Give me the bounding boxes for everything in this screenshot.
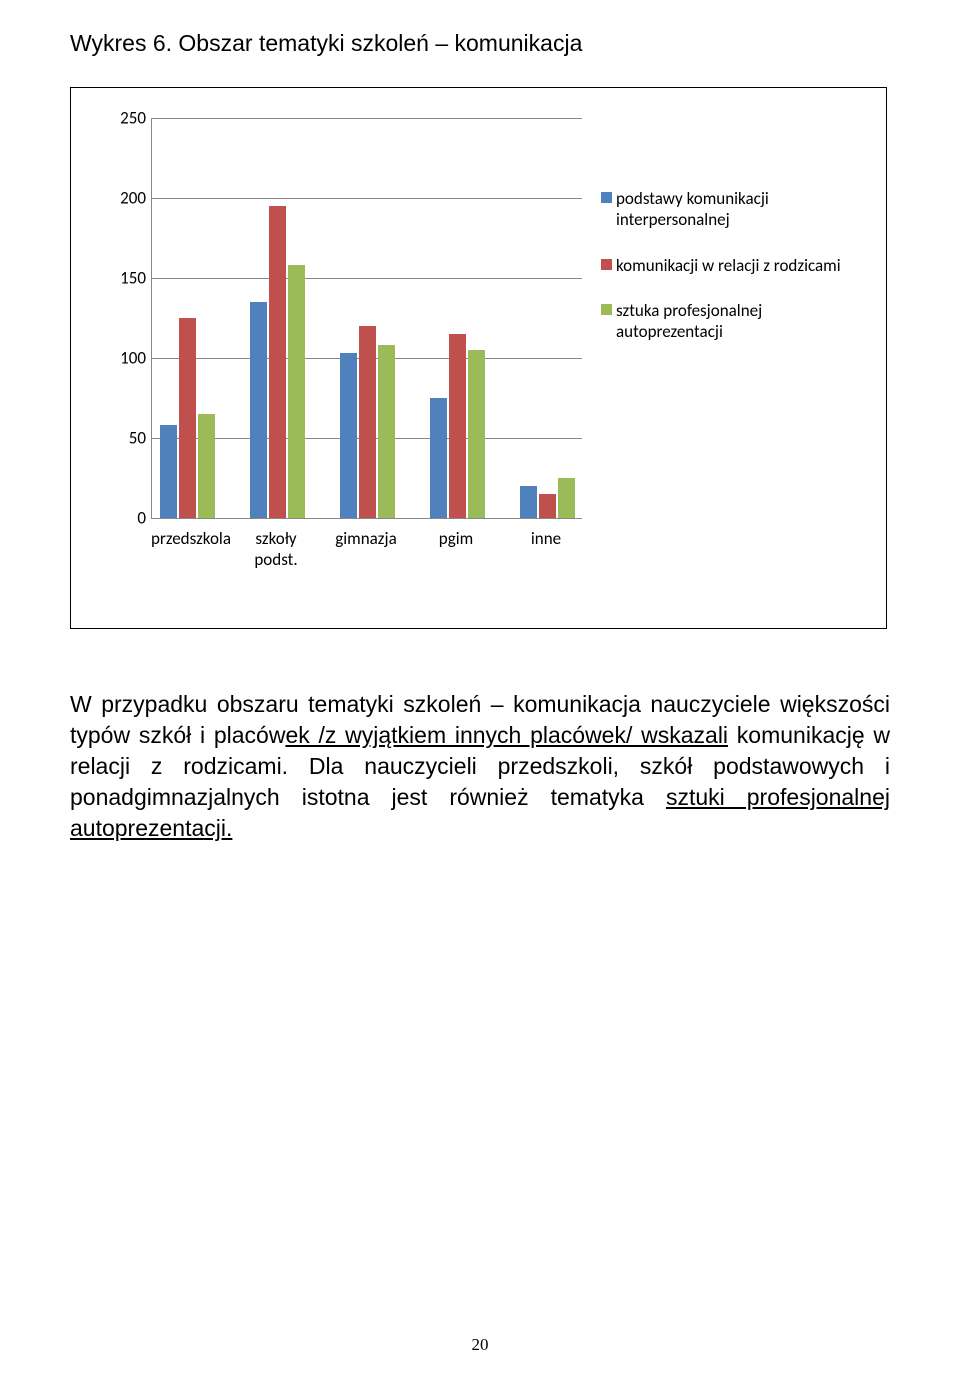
y-tick-label: 0 [101,508,146,529]
legend-item: sztuka profesjonalnej autoprezentacji [601,300,851,343]
bar [449,334,466,518]
bar [430,398,447,518]
gridline [152,278,582,279]
x-tick-label: przedszkola [151,528,221,549]
legend-label: komunikacji w relacji z rodzicami [616,255,841,276]
bar [269,206,286,518]
text-underlined: ek /z wyjątkiem innych placówek/ wskazal… [285,722,728,748]
bar [520,486,537,518]
y-tick-label: 150 [101,268,146,289]
legend-item: podstawy komunikacji interpersonalnej [601,188,851,231]
page: Wykres 6. Obszar tematyki szkoleń – komu… [0,0,960,1385]
x-tick-label: szkołypodst. [241,528,311,570]
bar [359,326,376,518]
gridline [152,198,582,199]
bar [198,414,215,518]
body-paragraph: W przypadku obszaru tematyki szkoleń – k… [70,689,890,844]
plot-wrap: 050100150200250 przedszkolaszkołypodst.g… [101,118,861,578]
legend-swatch [601,192,612,203]
x-tick-label: pgim [421,528,491,549]
legend-swatch [601,304,612,315]
y-tick-label: 250 [101,108,146,129]
bar [160,425,177,518]
legend-item: komunikacji w relacji z rodzicami [601,255,851,276]
page-title: Wykres 6. Obszar tematyki szkoleń – komu… [70,30,890,57]
legend-label: sztuka profesjonalnej autoprezentacji [616,300,851,343]
bar [558,478,575,518]
legend-swatch [601,259,612,270]
page-number: 20 [0,1335,960,1355]
plot-area [151,118,582,519]
legend: podstawy komunikacji interpersonalnej ko… [601,188,851,366]
bar [378,345,395,518]
bar [468,350,485,518]
chart-container: 0 50 100 150 200 250 przedszkola szkołypodst. g… [70,87,887,629]
bar [179,318,196,518]
bar [539,494,556,518]
legend-label: podstawy komunikacji interpersonalnej [616,188,851,231]
y-tick-label: 200 [101,188,146,209]
gridline [152,118,582,119]
bar [288,265,305,518]
y-tick-label: 50 [101,428,146,449]
bar [340,353,357,518]
x-tick-label: gimnazja [331,528,401,549]
x-tick-label: inne [511,528,581,549]
y-tick-label: 100 [101,348,146,369]
bar [250,302,267,518]
